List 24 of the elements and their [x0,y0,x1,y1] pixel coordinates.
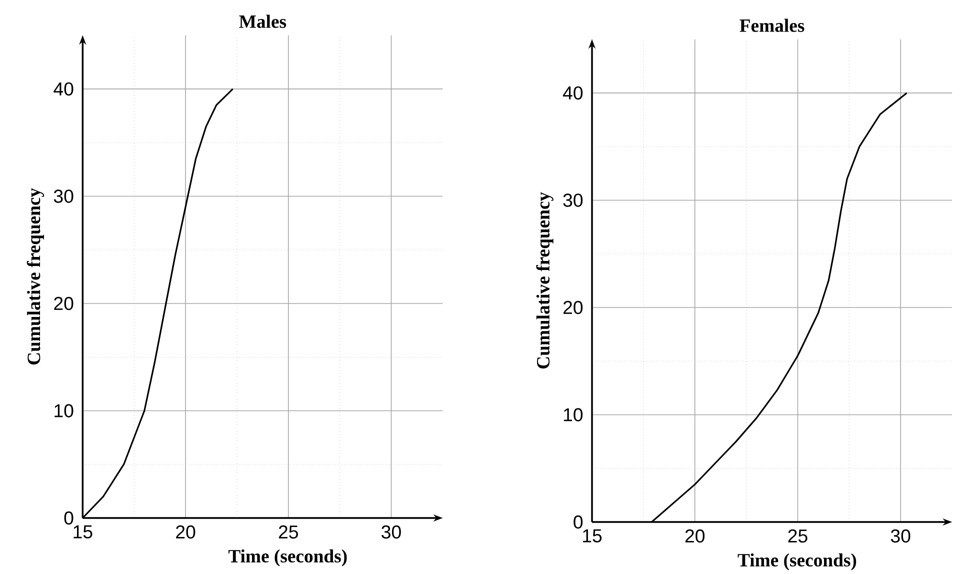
y-tick-label: 10 [54,404,74,418]
chart-title: Males [239,14,286,28]
y-tick-label: 30 [563,194,583,207]
y-tick-label: 20 [54,296,74,310]
chart-title: Females [740,18,804,32]
x-tick-label: 25 [788,529,808,543]
x-axis-title: Time (seconds) [738,553,856,570]
y-tick-label: 20 [563,300,583,314]
y-tick-label: 10 [564,408,583,422]
x-tick-label: 15 [583,529,602,542]
x-axis-title: Time (seconds) [228,549,347,566]
y-tick-label: 40 [54,82,74,96]
x-tick-label: 20 [685,529,705,543]
y-axis-title: Cumulative frequency [26,188,44,364]
x-tick-label: 25 [278,525,298,539]
x-tick-label: 30 [890,529,910,543]
y-tick-label: 0 [64,511,74,525]
y-axis-title: Cumulative frequency [536,192,554,368]
x-tick-label: 15 [74,525,92,538]
x-tick-label: 20 [176,525,196,539]
y-tick-label: 30 [54,190,74,203]
y-tick-label: 40 [562,86,583,100]
y-tick-label: 0 [574,515,583,529]
x-tick-label: 30 [382,525,401,539]
